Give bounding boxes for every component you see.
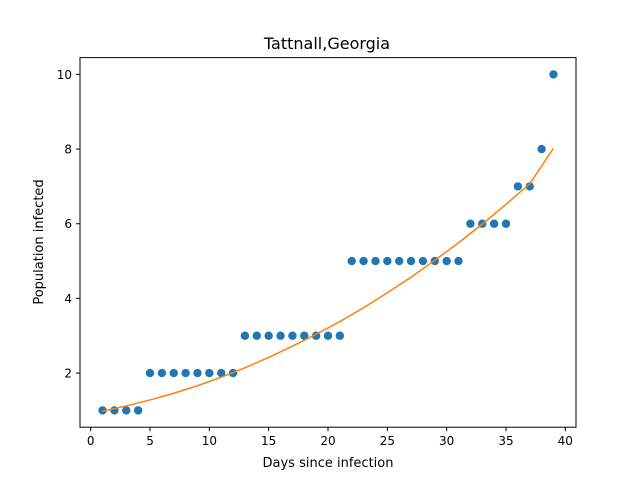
data-point [442,256,451,266]
chart-title: Tattnall,Georgia [263,34,390,53]
data-point [288,331,297,340]
data-point [264,331,273,340]
data-point [335,331,345,340]
data-point [371,256,380,266]
x-tick-label: 5 [146,434,154,448]
y-tick-label: 4 [64,292,72,306]
data-point [133,406,143,415]
data-point [466,219,475,228]
data-point [323,331,333,340]
data-point [205,368,214,378]
plot-frame [79,57,577,428]
data-point [489,219,499,228]
data-point [193,368,202,378]
data-point [276,331,285,340]
x-axis-label: Days since infection [263,456,394,471]
data-point [418,256,428,266]
data-point [394,256,404,266]
data-point [252,331,262,340]
data-point [406,256,416,266]
data-point [300,331,309,340]
y-tick-label: 10 [57,68,72,82]
x-tick-label: 30 [439,434,454,448]
x-tick-label: 10 [202,434,217,448]
data-point [122,406,131,415]
y-tick-label: 2 [64,367,72,381]
x-axis: 0 5 10 15 20 25 30 35 40 [87,427,573,448]
x-tick-label: 25 [380,434,395,448]
data-point [501,219,511,228]
x-tick-label: 35 [498,434,513,448]
x-tick-label: 0 [87,434,95,448]
data-point [181,368,190,378]
data-point [217,368,226,378]
data-point [549,70,558,79]
data-point [347,256,356,266]
data-point [169,368,178,378]
x-tick-label: 20 [320,434,335,448]
y-axis-label: Population infected [32,179,47,304]
x-tick-label: 15 [261,434,276,448]
data-point [240,331,250,340]
data-point [157,368,167,378]
y-tick-label: 8 [64,143,72,157]
data-point [525,182,534,191]
data-point [145,368,155,378]
data-point [359,256,368,266]
data-point [537,144,546,154]
data-point [513,182,523,191]
y-axis: 2 4 6 8 10 [57,68,80,381]
data-point [383,256,392,266]
x-tick-label: 40 [558,434,573,448]
data-point [454,256,463,266]
plot-area [98,70,558,415]
series-line-1 [102,147,555,412]
y-tick-label: 6 [64,217,72,231]
